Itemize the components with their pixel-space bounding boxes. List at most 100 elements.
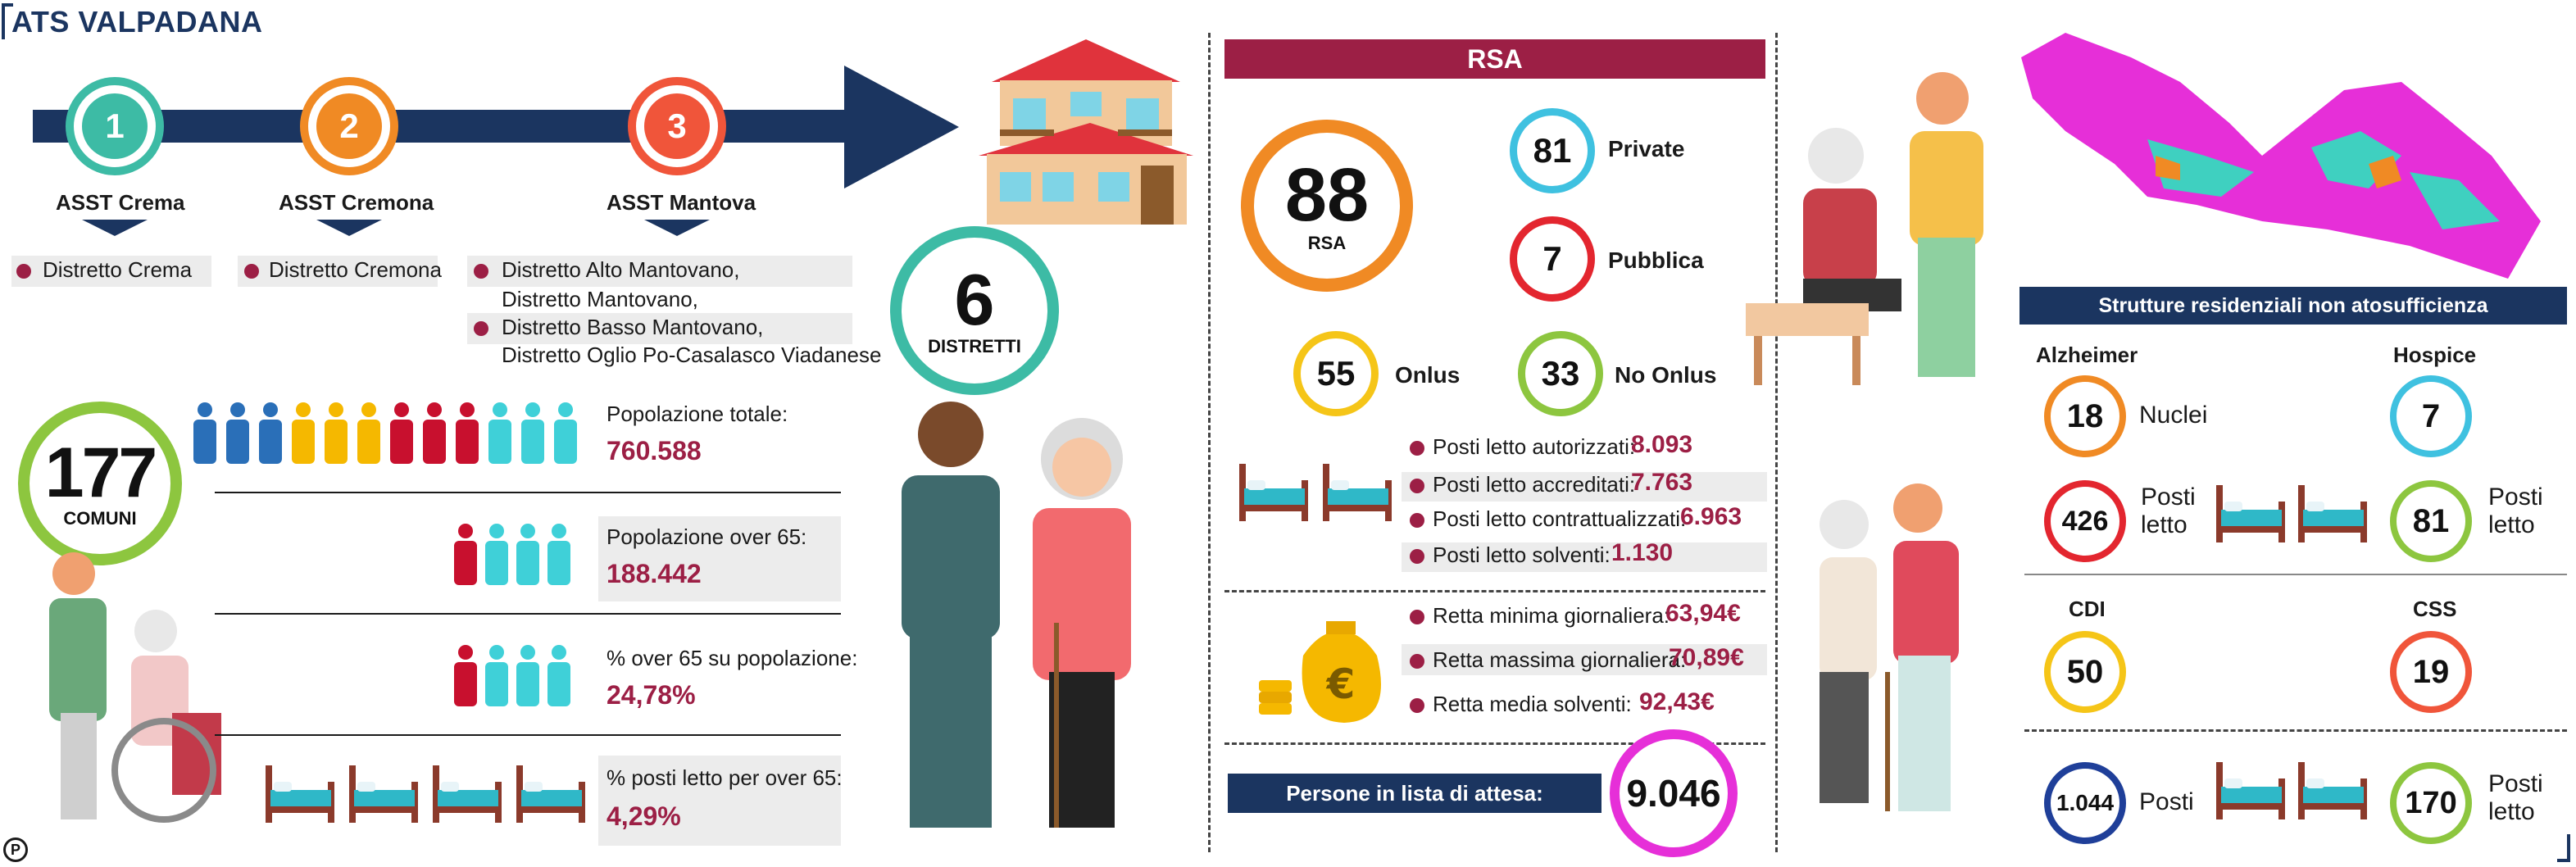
hospice-badge: 7 (2390, 375, 2472, 457)
rsa-bed-value: 6.963 (1680, 503, 1742, 530)
person-icon (226, 402, 249, 464)
district-mantova-box1 (467, 256, 852, 287)
divider (1224, 590, 1765, 592)
page-title: ATS VALPADANA (11, 5, 263, 39)
pop-over65-value: 188.442 (607, 559, 702, 588)
bed-icon (433, 765, 502, 823)
alzheimer-title: Alzheimer (2036, 343, 2138, 367)
rsa-header: RSA (1224, 39, 1765, 79)
distretti-badge: 6 DISTRETTI (890, 226, 1059, 395)
person-icon (193, 402, 216, 464)
beds-over65-box (598, 756, 841, 846)
caregiver-chair-illustration (1746, 72, 1983, 385)
rsa-bed-value: 1.130 (1611, 539, 1674, 566)
territory-map (2021, 33, 2541, 279)
bullet-icon (1410, 610, 1424, 624)
population-total-icons (193, 402, 577, 464)
pointer-icon (644, 220, 710, 236)
bullet-icon (1410, 654, 1424, 669)
cdi-posti-badge: 1.044 (2044, 762, 2126, 844)
bed-row-bg (1402, 472, 1767, 502)
posti-label: Posti (2139, 788, 2194, 815)
person-icon (454, 524, 477, 585)
bed-icon (1323, 464, 1392, 521)
cdi-title: CDI (2069, 597, 2106, 621)
posti-letto-label: Posti letto (2488, 483, 2543, 538)
bed-row-bg (1402, 542, 1767, 572)
pop-over65-box (598, 516, 841, 601)
population-over65-icons (454, 524, 570, 585)
walking-couple-illustration (1820, 483, 1959, 811)
wheelchair-illustration (49, 552, 221, 823)
rsa-private-badge: 81 (1510, 108, 1595, 193)
bed-icon (2216, 485, 2285, 542)
bed-icon (266, 765, 334, 823)
rsa-public-label: Pubblica (1608, 247, 1704, 273)
comuni-label: COMUNI (63, 508, 137, 529)
district-oglio-po: Distretto Oglio Po-Casalasco Viadanese (502, 343, 882, 367)
distretti-value: 6 (954, 259, 995, 340)
rsa-public-badge: 7 (1510, 216, 1595, 302)
rsa-fee-label: Retta massima giornaliera: (1433, 647, 1687, 672)
rsa-private-label: Private (1608, 136, 1685, 161)
bullet-icon (474, 264, 488, 279)
person-icon (485, 645, 508, 706)
person-icon (259, 402, 282, 464)
person-icon (456, 402, 479, 464)
bed-icon (2298, 485, 2367, 542)
person-icon (485, 524, 508, 585)
bullet-icon (1410, 549, 1424, 564)
divider (215, 492, 841, 493)
person-icon (454, 645, 477, 706)
person-icon (516, 645, 539, 706)
divider (215, 613, 841, 615)
hospice-title: Hospice (2393, 343, 2477, 367)
pct-over65-label: % over 65 su popolazione: (607, 646, 858, 670)
money-bag-icon: € (1259, 621, 1381, 723)
bullet-icon (1410, 479, 1424, 493)
rsa-fee-value: 70,89€ (1669, 644, 1744, 671)
district-crema-box (11, 256, 211, 287)
rsa-onlus-label: Onlus (1395, 362, 1461, 388)
comuni-badge: 177 COMUNI (18, 402, 182, 565)
district-cremona: Distretto Cremona (269, 257, 442, 282)
strutture-header: Strutture residenziali non atosufficienz… (2019, 287, 2567, 325)
person-icon (292, 402, 315, 464)
pointer-icon (82, 220, 148, 236)
timeline-arrow-head (844, 66, 959, 188)
pop-total-label: Popolazione totale: (607, 402, 788, 426)
svg-text:€: € (1326, 660, 1356, 708)
person-icon (547, 645, 570, 706)
posti-letto-label: Posti letto (2141, 483, 2196, 538)
bed-icon (2298, 762, 2367, 819)
caregiver-illustration (902, 402, 1131, 828)
asst-cremona-number: 2 (300, 77, 398, 175)
pop-total-value: 760.588 (607, 436, 702, 465)
separator (1208, 33, 1211, 852)
rsa-fee-label: Retta minima giornaliera: (1433, 603, 1670, 628)
pct-over65-icons (454, 645, 570, 706)
person-icon (554, 402, 577, 464)
comuni-value: 177 (44, 434, 157, 512)
district-mantova-box2 (467, 313, 852, 344)
rsa-onlus-badge: 55 (1293, 331, 1379, 416)
cdi-badge: 50 (2044, 631, 2126, 713)
rsa-total-badge: 88 RSA (1241, 120, 1413, 292)
waiting-list-badge: 9.046 (1610, 729, 1738, 857)
bed-icon (2216, 762, 2285, 819)
bullet-icon (244, 264, 259, 279)
asst-mantova-number: 3 (628, 77, 726, 175)
beds-over65-label: % posti letto per over 65: (607, 765, 843, 790)
css-posti-badge: 170 (2390, 762, 2472, 844)
publisher-logo: P (3, 837, 28, 862)
asst-cremona-label: ASST Cremona (279, 190, 434, 215)
person-icon (423, 402, 446, 464)
person-icon (390, 402, 413, 464)
house-illustration (979, 39, 1193, 225)
rsa-bed-label: Posti letto autorizzati: (1433, 434, 1636, 459)
rsa-bed-value: 8.093 (1631, 431, 1693, 458)
rsa-bed-label: Posti letto solventi: (1433, 542, 1611, 567)
divider (2024, 574, 2567, 575)
person-icon (488, 402, 511, 464)
bullet-icon (474, 321, 488, 336)
